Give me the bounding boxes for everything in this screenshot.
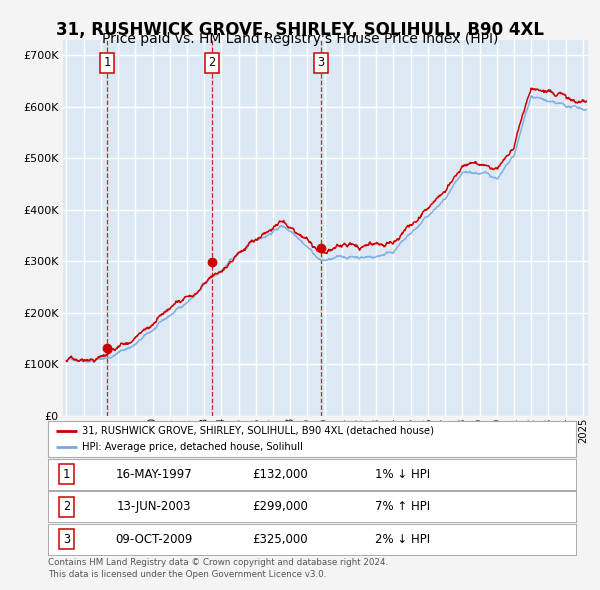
Text: 3: 3: [63, 533, 70, 546]
Text: 09-OCT-2009: 09-OCT-2009: [115, 533, 192, 546]
Text: 7% ↑ HPI: 7% ↑ HPI: [376, 500, 430, 513]
Text: £299,000: £299,000: [253, 500, 308, 513]
Text: 2: 2: [63, 500, 70, 513]
Text: £325,000: £325,000: [253, 533, 308, 546]
Text: 2% ↓ HPI: 2% ↓ HPI: [376, 533, 430, 546]
Text: Price paid vs. HM Land Registry's House Price Index (HPI): Price paid vs. HM Land Registry's House …: [102, 32, 498, 47]
Text: 1% ↓ HPI: 1% ↓ HPI: [376, 468, 430, 481]
Text: 1: 1: [104, 56, 111, 69]
Text: 16-MAY-1997: 16-MAY-1997: [115, 468, 192, 481]
Text: 31, RUSHWICK GROVE, SHIRLEY, SOLIHULL, B90 4XL: 31, RUSHWICK GROVE, SHIRLEY, SOLIHULL, B…: [56, 21, 544, 39]
Text: HPI: Average price, detached house, Solihull: HPI: Average price, detached house, Soli…: [82, 442, 303, 453]
Text: 2: 2: [208, 56, 215, 69]
Text: Contains HM Land Registry data © Crown copyright and database right 2024.
This d: Contains HM Land Registry data © Crown c…: [48, 558, 388, 579]
Text: £132,000: £132,000: [253, 468, 308, 481]
Text: 31, RUSHWICK GROVE, SHIRLEY, SOLIHULL, B90 4XL (detached house): 31, RUSHWICK GROVE, SHIRLEY, SOLIHULL, B…: [82, 425, 434, 435]
Text: 1: 1: [63, 468, 70, 481]
Text: 3: 3: [317, 56, 324, 69]
Text: 13-JUN-2003: 13-JUN-2003: [116, 500, 191, 513]
